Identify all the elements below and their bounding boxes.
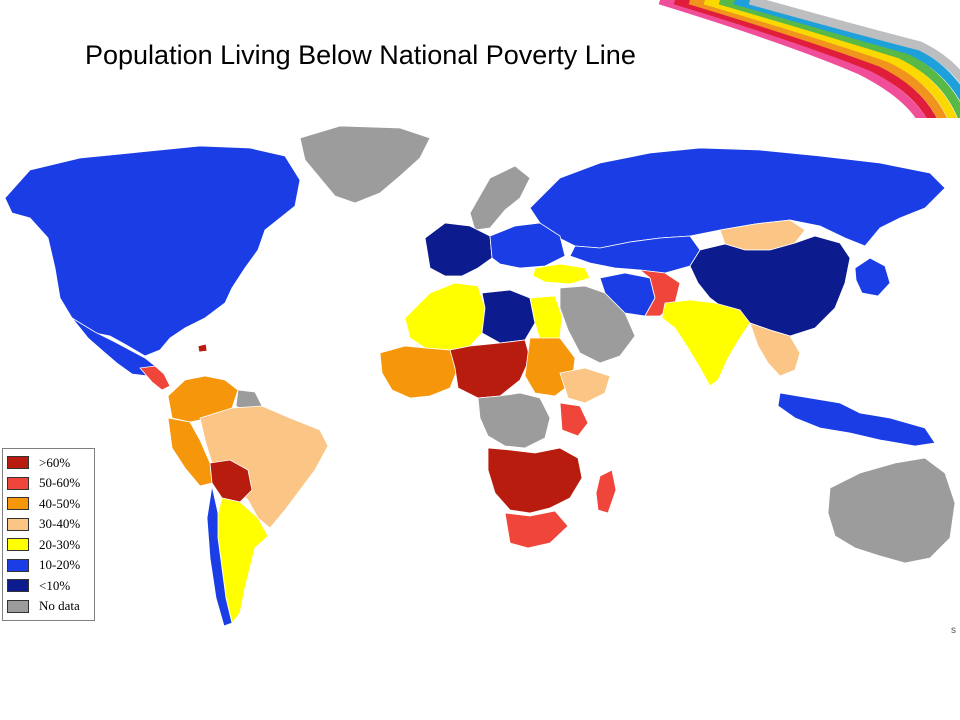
region-ethiopia [559,367,611,404]
legend-swatch [7,599,29,613]
slide-title: Population Living Below National Poverty… [85,40,636,70]
region-southern-africa [487,447,583,514]
region-australia [827,457,956,564]
legend-item: >60% [7,454,70,471]
legend-swatch [7,476,29,490]
legend-label: <10% [39,577,71,593]
region-libya [481,289,536,344]
region-korea-japan [854,257,891,297]
legend-label: 30-40% [39,516,81,531]
map-legend: >60% 50-60% 40-50% 30-40% 20-30% 10-20% <10% No… [2,448,95,621]
legend-item: 50-60% [7,475,80,492]
region-indonesia [777,392,936,447]
legend-item: 40-50% [7,495,80,512]
legend-label: 40-50% [39,495,81,511]
legend-item: <10% [7,577,70,594]
region-kenya [559,402,589,437]
legend-item: 20-30% [7,536,80,553]
region-eastern-europe [489,222,566,269]
legend-label: 20-30% [39,536,81,552]
legend-swatch [7,558,29,572]
region-western-europe [424,222,493,277]
legend-item: 30-40% [7,516,80,533]
region-central-africa [477,392,551,449]
region-chile [206,485,233,627]
region-middle-east [559,285,636,364]
legend-label: >60% [39,454,71,470]
legend-swatch [7,497,29,510]
legend-swatch [7,579,29,592]
region-southeast-asia [749,322,801,377]
region-west-africa [379,345,459,399]
source-mark: s [951,625,956,636]
region-turkey [532,263,591,285]
region-north-america [4,145,301,357]
legend-label: 10-20% [39,557,81,572]
decorative-swoosh [658,0,960,125]
legend-swatch [7,517,29,531]
region-central-america [139,365,171,391]
region-madagascar [595,469,617,514]
legend-swatch [7,538,29,551]
legend-item: No data [7,598,80,615]
region-scandinavia [469,165,531,231]
legend-item: 10-20% [7,557,80,574]
region-sahel [449,339,531,399]
legend-label: 50-60% [39,475,81,490]
region-south-africa [504,510,569,549]
region-greenland [299,125,431,204]
region-india [661,299,751,387]
region-bolivia [209,459,253,503]
legend-swatch [7,456,29,469]
legend-label: No data [39,598,80,613]
region-haiti [197,343,208,353]
world-poverty-map [0,118,960,630]
